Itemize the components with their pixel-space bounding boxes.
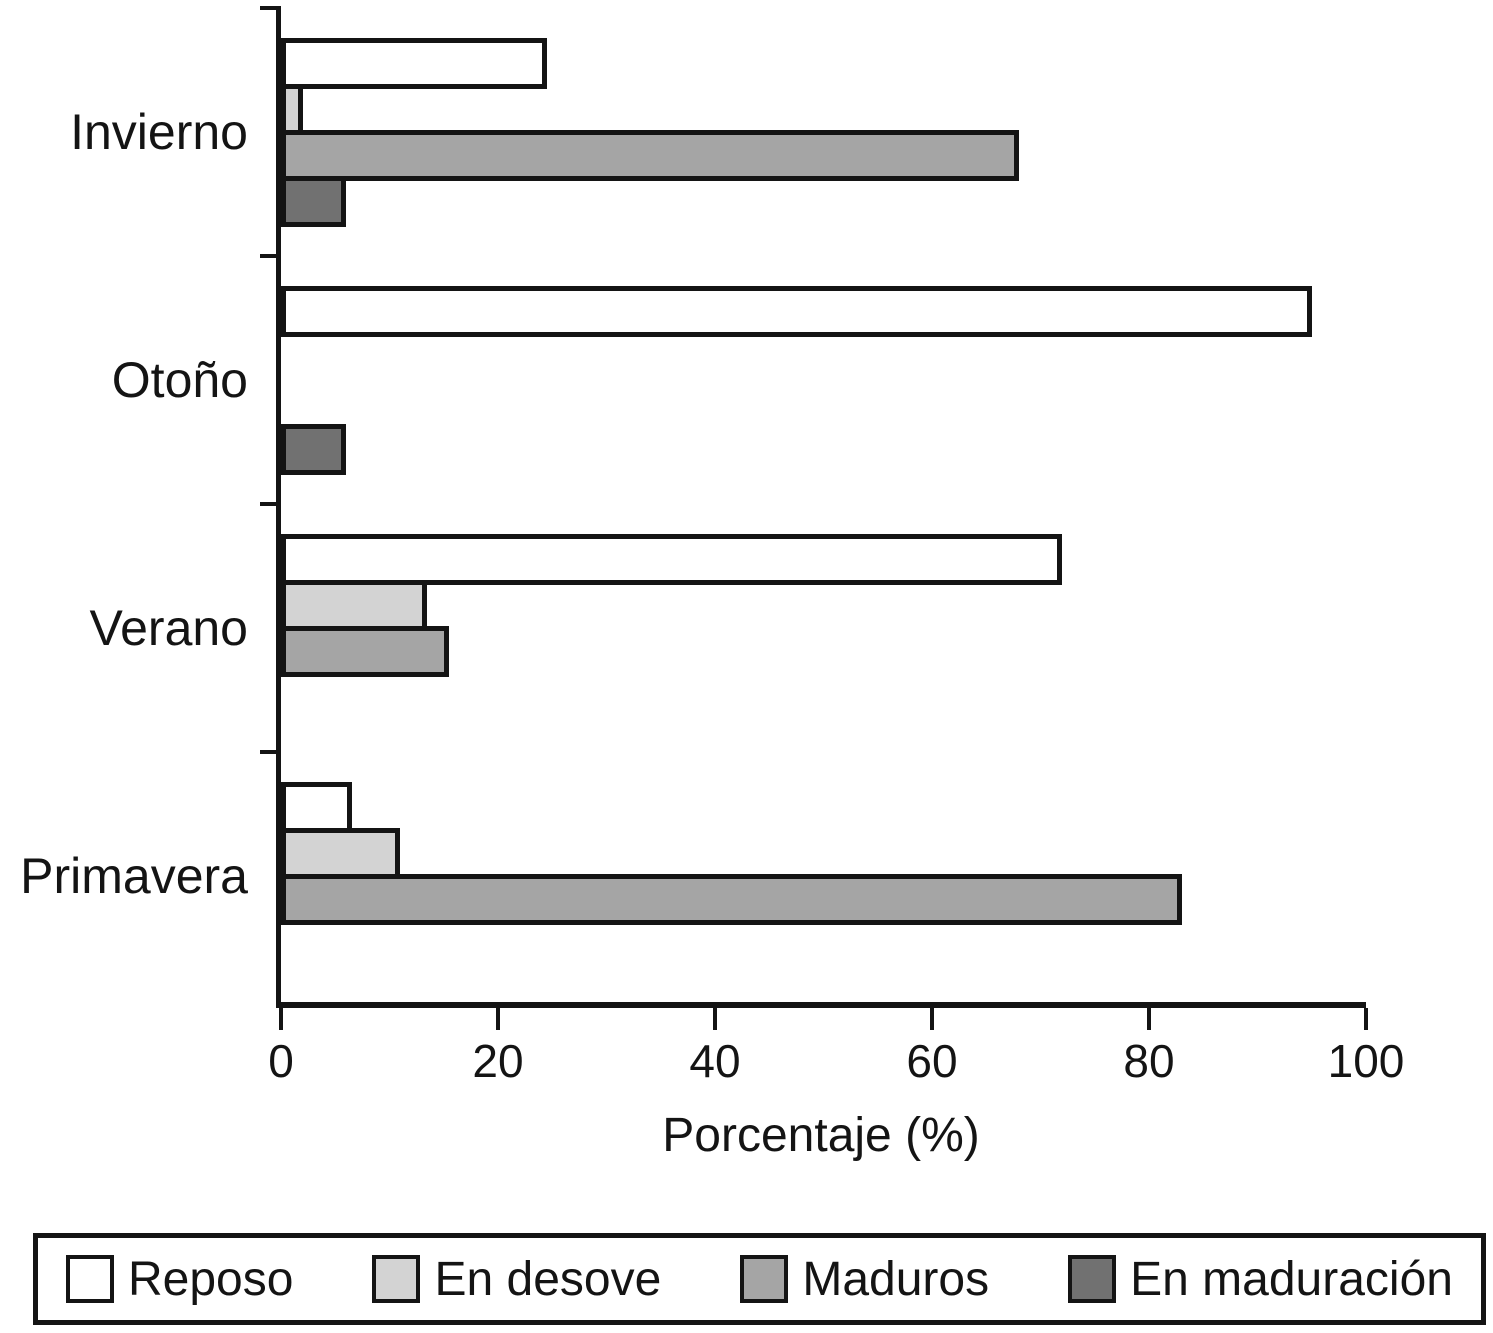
x-axis-title: Porcentaje (%): [662, 1109, 980, 1162]
x-axis-tick: [279, 1008, 283, 1030]
bar-en-maduración: [281, 176, 347, 227]
bar-maduros: [281, 626, 450, 677]
legend-swatch-icon: [740, 1255, 789, 1303]
category-label: Verano: [89, 600, 248, 656]
bar-slot: [281, 626, 1366, 677]
legend-item-en-desove: En desove: [372, 1252, 661, 1307]
legend-item-reposo: Reposo: [66, 1252, 293, 1307]
bar-slot: [281, 672, 1366, 718]
bar-slot: [281, 130, 1366, 181]
x-axis-tick: [713, 1008, 717, 1030]
plot-area: Invierno Otoño Verano Primavera 0 20 40 …: [20, 6, 1404, 1084]
legend-item-maduros: Maduros: [740, 1252, 989, 1307]
bar-slot: [281, 580, 1366, 631]
bar-slot: [281, 176, 1366, 227]
bar-slot: [281, 424, 1366, 475]
bar-en-desove: [281, 84, 303, 135]
bar-reposo: [281, 534, 1063, 585]
bar-slot: [281, 534, 1366, 585]
bar-en-desove: [281, 828, 401, 879]
bar-stack: [281, 534, 1366, 718]
bar-slot: [281, 286, 1366, 337]
bar-reposo: [281, 38, 547, 89]
x-tick-label: 40: [689, 1035, 741, 1087]
bar-slot: [281, 782, 1366, 833]
category-group-primavera: Primavera: [20, 752, 1366, 1000]
category-group-invierno: Invierno: [70, 8, 1366, 256]
bar-reposo: [281, 286, 1312, 337]
bar-en-maduración: [281, 424, 347, 475]
category-label: Otoño: [111, 352, 248, 408]
bar-slot: [281, 828, 1366, 879]
bar-stack: [281, 782, 1366, 966]
category-group-otono: Otoño: [112, 256, 1366, 504]
x-tick-label: 20: [472, 1035, 524, 1087]
bar-maduros: [281, 130, 1019, 181]
legend-label: En maduración: [1130, 1252, 1453, 1306]
x-tick-label: 0: [268, 1035, 294, 1087]
legend-label: En desove: [434, 1252, 662, 1306]
y-axis-tick: [260, 750, 281, 754]
legend-label: Maduros: [802, 1252, 990, 1306]
bar-slot: [281, 378, 1366, 424]
x-axis-tick: [930, 1008, 934, 1030]
x-axis-tick: [496, 1008, 500, 1030]
category-label: Invierno: [70, 104, 248, 160]
bar-slot: [281, 874, 1366, 925]
bar-en-desove: [281, 580, 428, 631]
legend-swatch-icon: [1068, 1255, 1117, 1303]
category-label: Primavera: [20, 848, 248, 904]
bar-slot: [281, 84, 1366, 135]
bar-slot: [281, 38, 1366, 89]
x-axis-tick: [1147, 1008, 1151, 1030]
category-group-verano: Verano: [90, 504, 1366, 752]
bar-stack: [281, 38, 1366, 227]
y-axis-tick: [260, 502, 281, 506]
y-axis-tick: [260, 254, 281, 258]
legend-item-en-maduracion: En maduración: [1068, 1252, 1453, 1307]
bar-maduros: [281, 874, 1182, 925]
legend-swatch-icon: [66, 1255, 114, 1303]
bar-slot: [281, 332, 1366, 378]
x-tick-label: 80: [1123, 1035, 1175, 1087]
legend-label: Reposo: [128, 1252, 294, 1306]
x-tick-label: 60: [906, 1035, 958, 1087]
bar-reposo: [281, 782, 352, 833]
bar-slot: [281, 920, 1366, 966]
legend: Reposo En desove Maduros En maduración: [33, 1233, 1486, 1325]
x-axis-tick: [1364, 1008, 1368, 1030]
x-tick-label: 100: [1327, 1035, 1405, 1087]
legend-swatch-icon: [372, 1255, 421, 1303]
y-axis-tick: [260, 6, 281, 10]
bar-stack: [281, 286, 1366, 475]
